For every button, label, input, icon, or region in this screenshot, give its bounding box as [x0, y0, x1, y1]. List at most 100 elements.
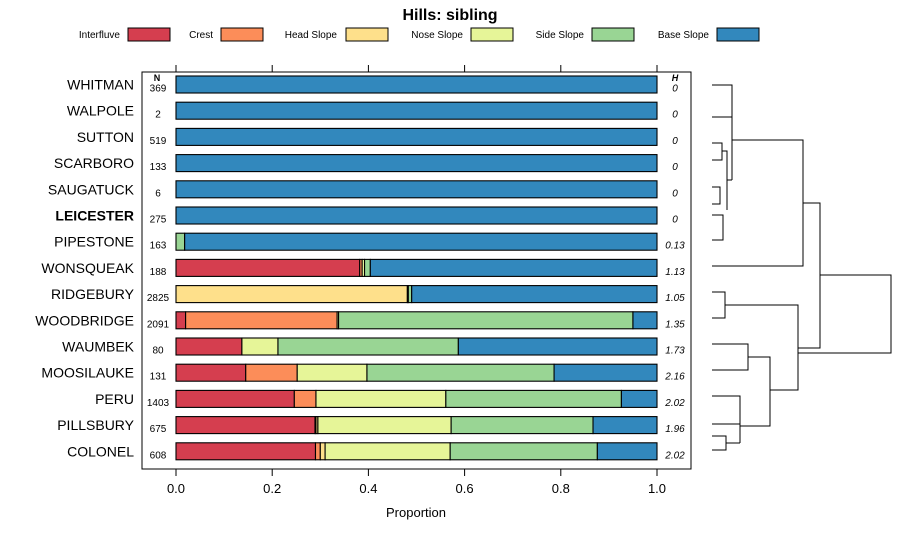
bar-segment-nose-slope — [324, 442, 451, 461]
legend-swatch-base-slope — [716, 27, 760, 42]
legend-label-head-slope: Head Slope — [285, 30, 338, 41]
n-value: 2091 — [147, 319, 170, 330]
bar-segment-base-slope — [175, 206, 658, 225]
row-label-leicester: LEICESTER — [55, 208, 134, 224]
h-value: 0 — [672, 162, 678, 173]
h-value: 2.16 — [664, 372, 685, 383]
bar-segment-side-slope — [445, 389, 622, 408]
bar-segment-side-slope — [450, 416, 594, 435]
n-value: 2825 — [147, 293, 170, 304]
row-label-pillsbury: PILLSBURY — [57, 417, 134, 433]
h-value: 1.73 — [665, 346, 685, 357]
bar-segment-base-slope — [175, 154, 658, 173]
legend-swatch-nose-slope — [470, 27, 514, 42]
legend-swatch-head-slope — [345, 27, 389, 42]
dendrogram-branch — [725, 304, 799, 391]
n-value: 519 — [150, 136, 167, 147]
bar-segment-base-slope — [411, 285, 658, 304]
bar-segment-side-slope — [175, 232, 186, 251]
x-tick-label: 0.4 — [359, 481, 377, 496]
n-value: 133 — [150, 162, 167, 173]
h-value: 0 — [672, 136, 678, 147]
n-column-header: N — [154, 73, 161, 83]
bar-segment-base-slope — [369, 258, 658, 277]
dendrogram-branch — [712, 214, 724, 241]
row-label-whitman: WHITMAN — [67, 77, 134, 93]
bar-segment-base-slope — [457, 337, 658, 356]
x-axis: 0.0 0.2 0.4 0.6 0.8 1.0 — [167, 469, 666, 496]
bar-segment-interfluve — [175, 416, 316, 435]
dendrogram-branch — [712, 84, 733, 118]
top-axis — [175, 65, 658, 72]
dendrogram-branch — [740, 356, 771, 427]
row-label-sutton: SUTTON — [77, 129, 134, 145]
legend-label-side-slope: Side Slope — [536, 30, 585, 41]
row-label-scarboro: SCARBORO — [54, 155, 134, 171]
legend-swatch-interfluve — [127, 27, 171, 42]
n-value: 163 — [150, 241, 167, 252]
bar-segment-head-slope — [319, 442, 326, 461]
n-value: 275 — [150, 215, 167, 226]
x-tick-label: 0.0 — [167, 481, 185, 496]
dendrogram-branch — [712, 395, 741, 425]
bar-segment-base-slope — [596, 442, 658, 461]
h-value: 0 — [672, 215, 678, 226]
bar-segment-side-slope — [364, 258, 371, 277]
h-value: 2.02 — [664, 398, 685, 409]
bar-segment-interfluve — [175, 311, 187, 330]
bar-segment-interfluve — [175, 363, 247, 382]
bar-segment-interfluve — [175, 337, 243, 356]
bar-rows: WHITMAN 369 0 WALPOLE 2 0 SUTTON 519 0 SCARBORO 13… — [35, 75, 685, 461]
dendrogram-branch — [712, 435, 727, 451]
bar-segment-base-slope — [592, 416, 658, 435]
bar-segment-base-slope — [175, 180, 658, 199]
bar-segment-base-slope — [632, 311, 658, 330]
legend-label-nose-slope: Nose Slope — [411, 30, 463, 41]
dendrogram-branch — [798, 274, 892, 354]
h-value: 0 — [672, 110, 678, 121]
bar-segment-head-slope — [175, 285, 408, 304]
row-label-walpole: WALPOLE — [67, 103, 134, 119]
h-value: 1.05 — [665, 293, 685, 304]
h-value: 1.13 — [665, 267, 685, 278]
h-value: 2.02 — [664, 450, 685, 461]
bar-segment-base-slope — [175, 101, 658, 120]
plot-frame — [141, 71, 692, 470]
row-label-woodbridge: WOODBRIDGE — [35, 312, 134, 328]
bar-segment-base-slope — [175, 127, 658, 146]
bar-segment-nose-slope — [317, 416, 452, 435]
legend: Interfluve Crest Head Slope Nose Slope Side … — [79, 27, 760, 42]
dendrogram-branch — [712, 291, 726, 319]
dendrogram — [712, 84, 892, 451]
n-value: 675 — [150, 424, 167, 435]
row-label-saugatuck: SAUGATUCK — [48, 181, 135, 197]
x-tick-label: 0.2 — [263, 481, 281, 496]
bar-segment-nose-slope — [315, 389, 447, 408]
legend-label-crest: Crest — [189, 30, 213, 41]
row-label-colonel: COLONEL — [67, 443, 134, 459]
n-value: 80 — [152, 346, 164, 357]
bar-segment-nose-slope — [241, 337, 279, 356]
x-tick-label: 0.6 — [456, 481, 474, 496]
bar-segment-nose-slope — [296, 363, 368, 382]
row-label-moosilauke: MOOSILAUKE — [41, 365, 134, 381]
bar-segment-side-slope — [449, 442, 598, 461]
dendrogram-branch — [712, 139, 804, 267]
row-label-waumbek: WAUMBEK — [62, 339, 134, 355]
n-value: 608 — [150, 450, 167, 461]
bar-segment-interfluve — [175, 442, 317, 461]
h-value: 0 — [672, 188, 678, 199]
legend-swatch-side-slope — [591, 27, 635, 42]
bar-segment-crest — [314, 442, 321, 461]
n-value: 131 — [150, 372, 167, 383]
bar-segment-base-slope — [184, 232, 658, 251]
h-value: 1.35 — [665, 319, 685, 330]
dendrogram-branch — [722, 150, 728, 210]
legend-label-interfluve: Interfluve — [79, 30, 121, 41]
n-value: 1403 — [147, 398, 170, 409]
row-label-pipestone: PIPESTONE — [54, 234, 134, 250]
bar-segment-side-slope — [338, 311, 634, 330]
dendrogram-branch — [712, 186, 721, 205]
legend-label-base-slope: Base Slope — [658, 30, 710, 41]
